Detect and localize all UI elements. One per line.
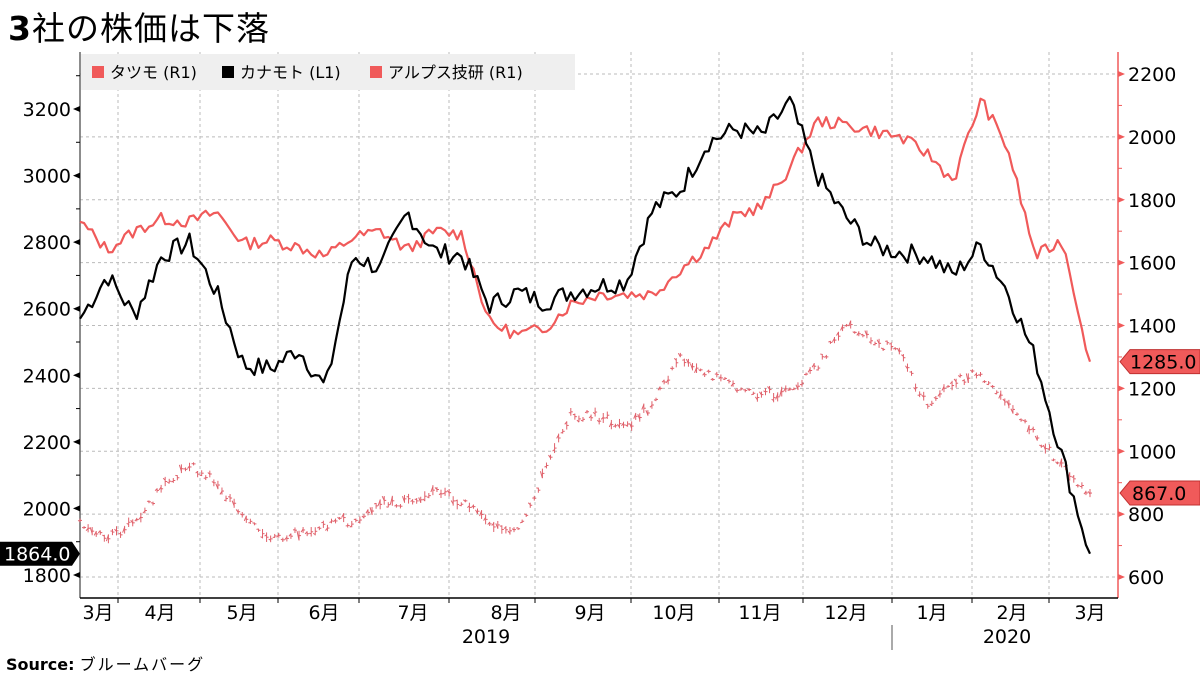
- svg-text:9月: 9月: [574, 602, 605, 624]
- svg-text:2600: 2600: [23, 299, 71, 321]
- svg-text:2200: 2200: [1128, 64, 1176, 86]
- svg-text:3000: 3000: [23, 166, 71, 188]
- svg-text:4月: 4月: [144, 602, 175, 624]
- svg-text:1200: 1200: [1128, 378, 1176, 400]
- axes: 1800 2000 2200 2400 2600 2800 3000 3200 600 800 10…: [23, 52, 1176, 650]
- svg-text:カナモト (L1): カナモト (L1): [240, 63, 341, 82]
- svg-text:5月: 5月: [226, 602, 257, 624]
- svg-text:3月: 3月: [1074, 602, 1105, 624]
- svg-text:1000: 1000: [1128, 441, 1176, 463]
- svg-text:6月: 6月: [308, 602, 339, 624]
- svg-text:7月: 7月: [397, 602, 428, 624]
- svg-text:1600: 1600: [1128, 253, 1176, 275]
- svg-text:2000: 2000: [23, 498, 71, 520]
- svg-text:2200: 2200: [23, 432, 71, 454]
- svg-text:600: 600: [1128, 567, 1164, 589]
- svg-text:2400: 2400: [23, 365, 71, 387]
- svg-text:1月: 1月: [916, 602, 947, 624]
- series-alps: [79, 97, 1092, 363]
- legend: タツモ (R1) カナモト (L1) アルプス技研 (R1): [81, 54, 575, 90]
- svg-text:11月: 11月: [738, 602, 781, 624]
- svg-text:2000: 2000: [1128, 127, 1176, 149]
- svg-text:12月: 12月: [824, 602, 867, 624]
- series-tatsumo: [77, 320, 1092, 544]
- svg-text:1800: 1800: [23, 565, 71, 587]
- svg-text:2800: 2800: [23, 232, 71, 254]
- svg-text:867.0: 867.0: [1132, 483, 1186, 505]
- svg-text:1285.0: 1285.0: [1130, 352, 1196, 374]
- svg-text:2020: 2020: [983, 626, 1031, 648]
- series-kanamoto: [79, 95, 1091, 555]
- svg-text:8月: 8月: [490, 602, 521, 624]
- svg-text:タツモ (R1): タツモ (R1): [110, 63, 197, 82]
- svg-text:1800: 1800: [1128, 190, 1176, 212]
- svg-text:1864.0: 1864.0: [4, 544, 70, 566]
- svg-text:1400: 1400: [1128, 316, 1176, 338]
- chart-title: 3社の株価は下落: [8, 9, 270, 48]
- svg-text:3200: 3200: [23, 99, 71, 121]
- gridlines: [80, 52, 1118, 598]
- last-value-labels: 1864.0 1285.0 867.0: [0, 349, 1200, 566]
- source-note: Source: ブルームバーグ: [6, 655, 206, 674]
- svg-text:10月: 10月: [652, 602, 695, 624]
- svg-text:3月: 3月: [82, 602, 113, 624]
- svg-text:2月: 2月: [996, 602, 1027, 624]
- svg-text:アルプス技研 (R1): アルプス技研 (R1): [388, 63, 523, 82]
- svg-text:2019: 2019: [462, 626, 510, 648]
- svg-text:800: 800: [1128, 504, 1164, 526]
